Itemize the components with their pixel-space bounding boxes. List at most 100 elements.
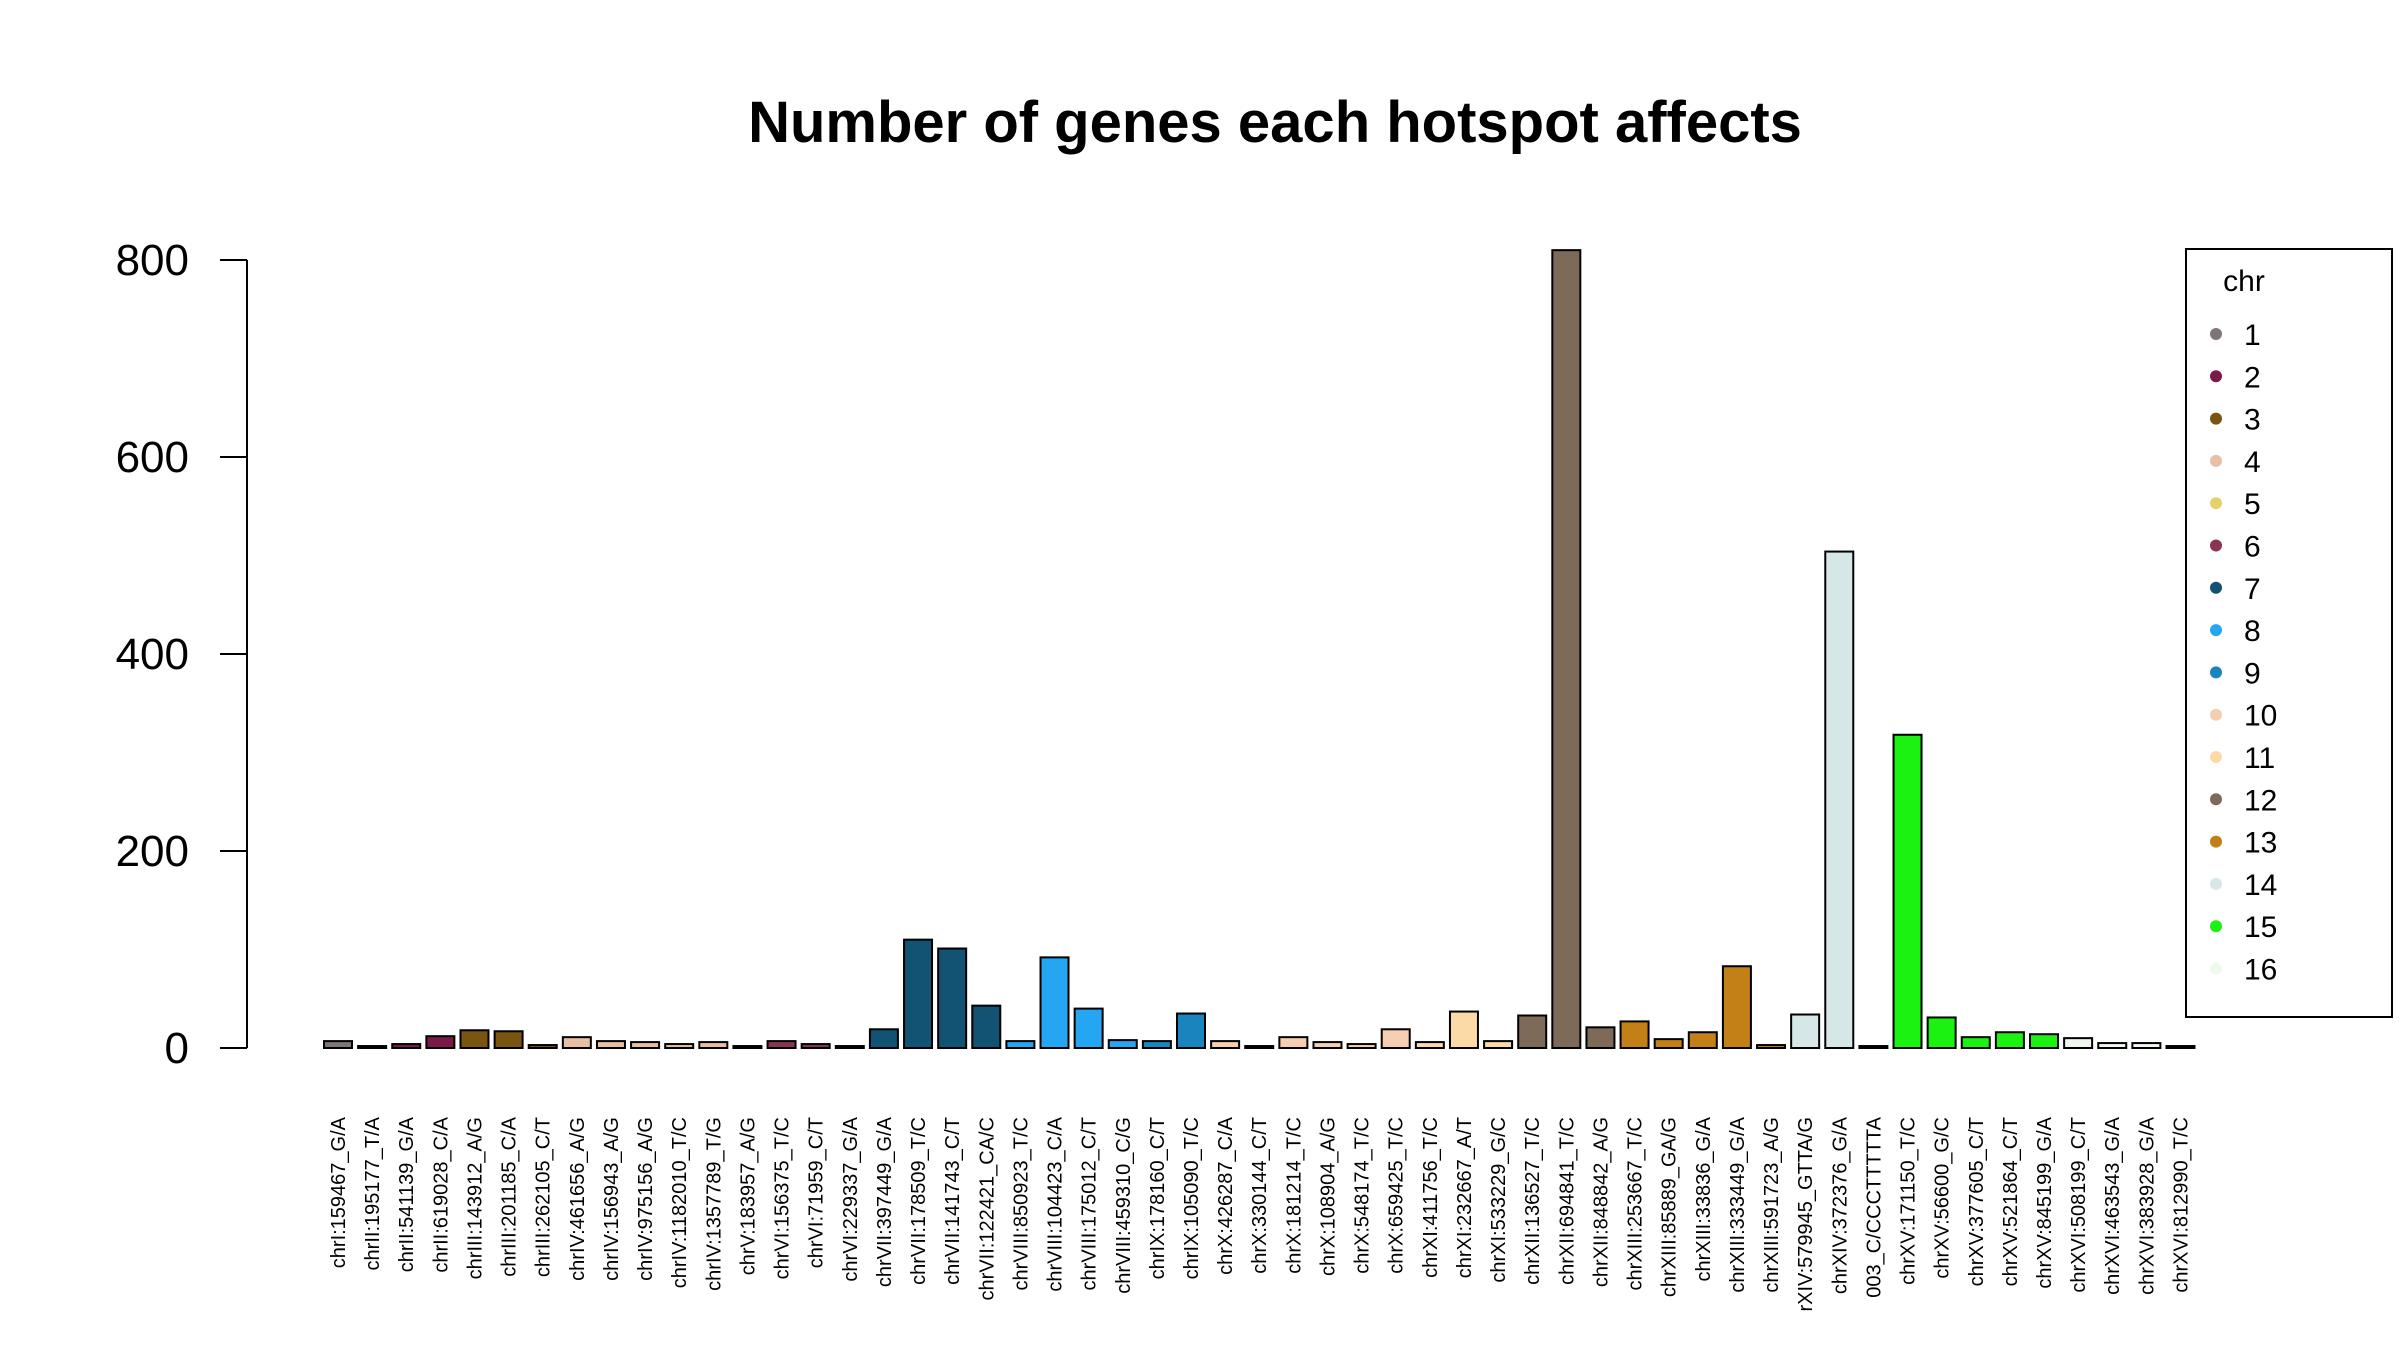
bar [1517,1014,1548,1049]
bar [1756,1044,1787,1050]
bar [1244,1045,1275,1050]
bar [903,938,934,1050]
bar [1858,1045,1889,1050]
x-tick-label: chrVII:397449_G/A [874,1116,896,1287]
y-axis: 0 200 400 600 800 [116,236,248,1073]
x-tick-label: chrIV:1357789_T/G [703,1117,725,1291]
bar [323,1040,353,1049]
x-tick-label: chrII:541139_G/A [396,1116,418,1272]
bar [1619,1020,1650,1050]
x-axis-labels: chrI:159467_G/A chrII:195177_T/A chrII:541… [328,1116,2192,1311]
x-tick-label: chrVII:178509_T/C [908,1117,930,1285]
y-tick-label: 600 [116,433,189,482]
bar [527,1044,558,1050]
legend-label: 4 [2244,446,2261,479]
x-tick-label: chrIV:1182010_T/C [669,1117,691,1288]
x-tick-label: chrIV:461656_A/G [567,1117,589,1281]
legend-label: 14 [2244,869,2277,902]
bars-group [323,249,2196,1050]
x-tick-label: chrXVI:463543_G/A [2102,1116,2124,1295]
x-tick-label: chrIV:156943_A/G [601,1117,623,1281]
x-tick-label: chrVIII:459310_C/G [1113,1117,1135,1294]
bar [937,947,968,1050]
legend-label: 16 [2244,954,2277,987]
legend-label: 3 [2244,404,2261,437]
x-tick-label: chrX:426287_C/A [1215,1116,1237,1275]
legend-label: 1 [2244,319,2261,352]
y-tick-label: 0 [165,1024,189,1073]
bar [357,1045,388,1050]
bar [1312,1041,1343,1049]
x-tick-label: chrVIII:850923_T/C [1010,1117,1032,1290]
x-tick-label: chrX:181214_T/C [1283,1117,1305,1274]
bar [425,1035,456,1050]
bar [1346,1043,1377,1050]
bar [1892,733,1923,1050]
x-tick-label: chrXV:845199_G/A [2034,1116,2056,1288]
bar [1653,1038,1684,1050]
y-tick-label: 400 [116,630,189,679]
x-tick-label: chrXVI:383928_G/A [2136,1116,2158,1295]
x-tick-label: chrVII:122421_CA/C [976,1117,998,1300]
legend-title: chr [2223,265,2265,298]
x-tick-label: chrX:548174_T/C [1352,1117,1374,1274]
x-tick-label: rXIV:579945_GTTA/G [1795,1117,1817,1312]
legend-label: 12 [2244,784,2277,817]
bar [2131,1042,2162,1049]
legend-label: 6 [2244,531,2261,564]
x-tick-label: chrX:108904_A/G [1317,1117,1339,1276]
x-tick-label: chrVI:156375_T/C [772,1117,794,1279]
bar [1994,1031,2025,1049]
bar [2165,1045,2196,1050]
x-tick-label: chrX:659425_T/C [1386,1117,1408,1274]
legend-swatch [2210,877,2222,890]
legend-label: 8 [2244,615,2261,648]
bar [1687,1031,1718,1049]
legend-label: 11 [2244,742,2275,775]
legend-label: 7 [2244,573,2261,606]
bar [1073,1007,1104,1049]
x-tick-label: 003_C/CCCTTTTTA [1863,1116,1885,1297]
legend-swatch [2210,581,2222,594]
x-tick-label: chrXVI:812990_T/C [2170,1117,2192,1293]
legend-swatch [2210,539,2222,552]
y-tick-label: 800 [116,236,189,285]
bar [732,1045,763,1050]
x-tick-label: chrXIV:372376_G/A [1829,1116,1851,1294]
x-tick-label: chrXII:136527_T/C [1522,1117,1544,1285]
bar [1278,1036,1309,1050]
bar [1039,956,1070,1050]
bar [834,1045,865,1050]
x-tick-label: chrX:330144_C/T [1249,1117,1271,1274]
bar [1824,550,1855,1049]
bar [868,1028,899,1050]
bar [459,1029,490,1050]
x-tick-label: chrIII:143912_A/G [464,1117,486,1279]
bar [1926,1016,1957,1050]
x-tick-label: chrXIII:591723_A/G [1761,1117,1783,1293]
x-tick-label: chrIX:105090_T/C [1181,1117,1203,1279]
bar [2029,1033,2059,1049]
x-tick-label: chrXIII:33836_G/A [1693,1116,1715,1281]
bar [1005,1040,1036,1049]
bar [664,1043,695,1050]
bar [800,1043,831,1050]
bar [391,1043,422,1050]
bar [1210,1040,1241,1049]
x-tick-label: chrXII:848842_A/G [1590,1117,1612,1287]
bar [595,1040,626,1049]
x-tick-label: chrXV:171150_T/C [1898,1117,1920,1285]
legend-swatch [2210,454,2222,467]
bar [1414,1041,1445,1049]
bar [1960,1036,1991,1050]
bar [1380,1028,1411,1050]
x-tick-label: chrVIII:175012_C/T [1079,1117,1101,1290]
x-tick-label: chrXIII:85889_GA/G [1659,1117,1681,1297]
bar [1141,1040,1172,1049]
legend-swatch [2210,497,2222,510]
y-tick-label: 200 [116,827,189,876]
x-tick-label: chrXI:533229_G/C [1488,1117,1510,1283]
